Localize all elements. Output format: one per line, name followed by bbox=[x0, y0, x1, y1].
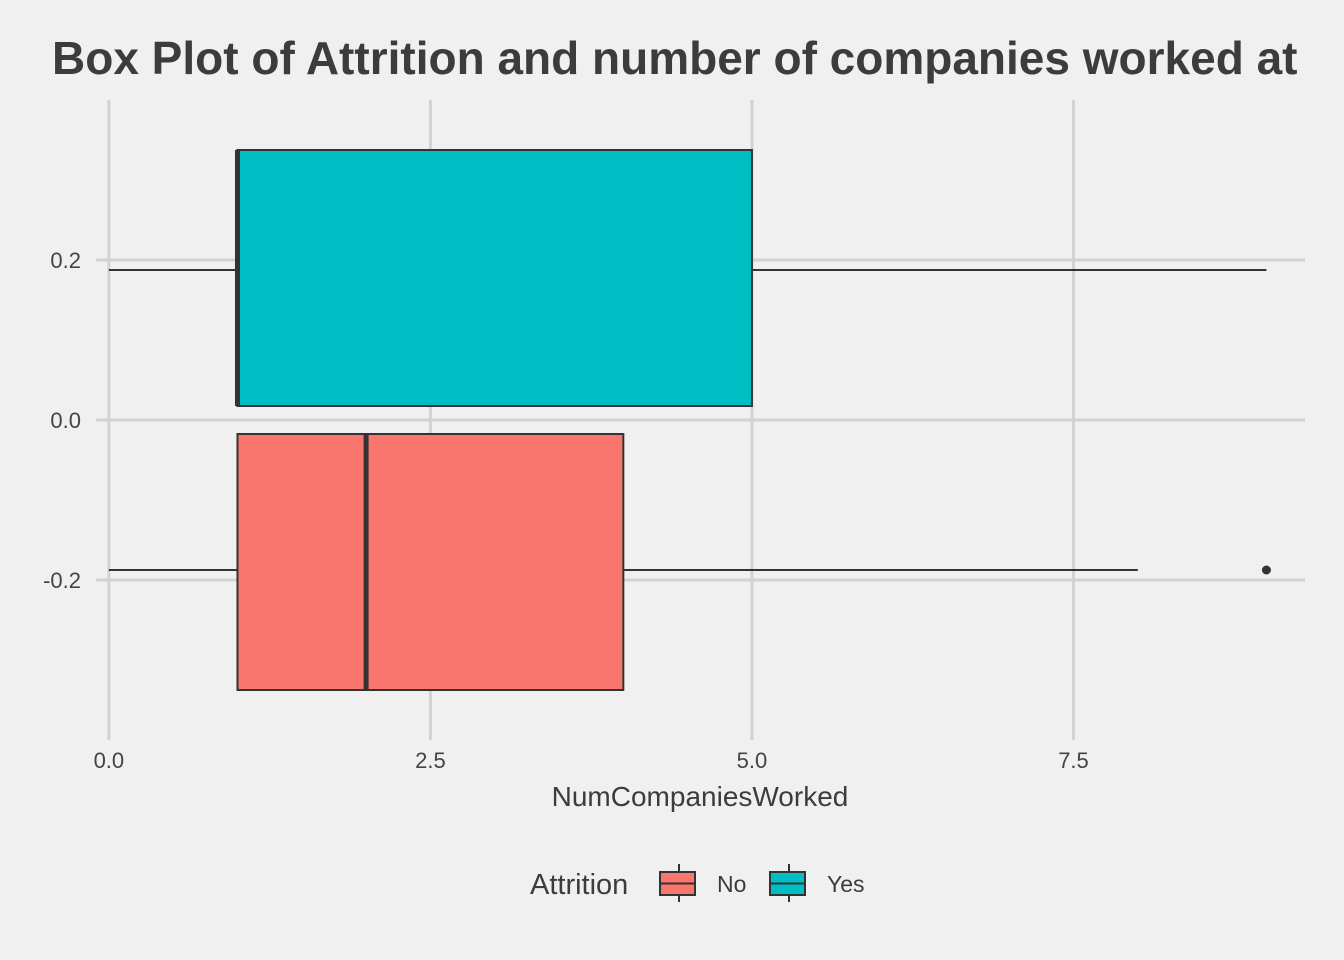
x-tick-label: 0.0 bbox=[94, 748, 125, 773]
legend-entry-no: No bbox=[659, 864, 746, 902]
chart-title: Box Plot of Attrition and number of comp… bbox=[52, 32, 1297, 84]
legend-label-yes: Yes bbox=[827, 871, 865, 897]
tick-layer: 0.0 2.5 5.0 7.5 -0.2 0.0 0.2 bbox=[43, 248, 1089, 773]
legend-entry-yes: Yes bbox=[769, 864, 865, 902]
box-layer bbox=[108, 149, 1271, 691]
x-tick-label: 5.0 bbox=[737, 748, 768, 773]
y-tick-label: 0.2 bbox=[50, 248, 81, 273]
box-yes bbox=[236, 149, 753, 407]
y-tick-label: -0.2 bbox=[43, 568, 81, 593]
legend-label-no: No bbox=[717, 871, 746, 897]
x-tick-label: 7.5 bbox=[1058, 748, 1089, 773]
y-tick-label: 0.0 bbox=[50, 408, 81, 433]
outlier-point-no bbox=[1261, 565, 1271, 575]
box-no bbox=[236, 433, 625, 691]
x-axis-title: NumCompaniesWorked bbox=[552, 781, 849, 812]
x-tick-label: 2.5 bbox=[415, 748, 446, 773]
legend-title: Attrition bbox=[530, 869, 628, 901]
legend: Attrition No Yes bbox=[530, 864, 865, 902]
